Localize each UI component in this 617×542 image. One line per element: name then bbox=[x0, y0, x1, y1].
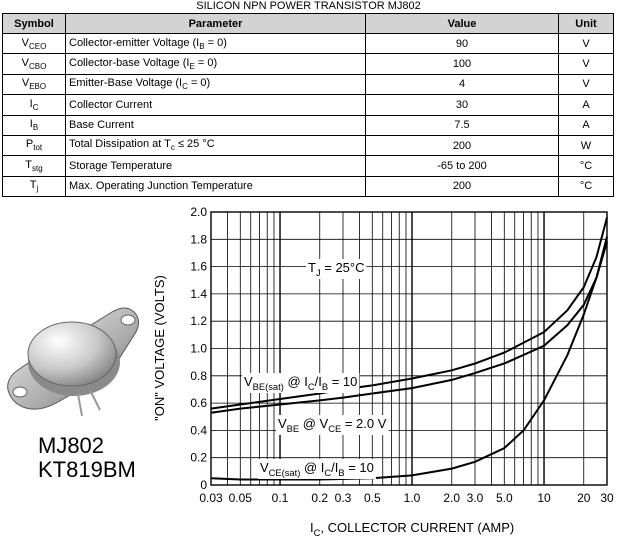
x-tick-label: 30 bbox=[600, 491, 614, 505]
table-row: IB Base Current 7.5 A bbox=[2, 114, 614, 136]
symbol-cell: Ptot bbox=[2, 134, 66, 157]
x-tick-label: 3.0 bbox=[467, 491, 484, 505]
series-line-vce_sat bbox=[210, 236, 608, 481]
table-row: Ptot Total Dissipation at Tc ≤ 25 °C 200 W bbox=[2, 134, 614, 157]
x-tick-label: 10 bbox=[537, 491, 551, 505]
x-tick-label: 20 bbox=[577, 491, 591, 505]
x-tick-label: 5.0 bbox=[496, 491, 513, 505]
parameter-cell: Collector-emitter Voltage (IB = 0) bbox=[65, 32, 366, 55]
x-axis-label: IC, COLLECTOR CURRENT (AMP) bbox=[310, 520, 514, 538]
annotation-vbe-bg bbox=[276, 415, 389, 435]
parameter-cell: Storage Temperature bbox=[65, 155, 366, 177]
unit-cell: A bbox=[558, 114, 614, 136]
header-parameter: Parameter bbox=[65, 13, 366, 34]
y-axis-label: "ON" VOLTAGE (VOLTS) bbox=[152, 275, 167, 421]
x-tick-label: 0.1 bbox=[272, 491, 289, 505]
on-voltage-chart: 0 0.2 0.4 0.6 0.8 1.0 1.2 1.4 1.6 1.8 2.0 0.03 0.05 0… bbox=[152, 205, 614, 538]
y-tick-label: 0.2 bbox=[190, 451, 207, 465]
x-tick-label: 0.2 bbox=[311, 491, 328, 505]
x-tick-label: 0.05 bbox=[229, 491, 253, 505]
symbol-cell: VCBO bbox=[2, 53, 66, 75]
x-tick-label: 0.3 bbox=[335, 491, 352, 505]
annotation-vbe-sat: VBE(sat) @ IC/IB = 10 bbox=[244, 374, 357, 392]
x-tick-label: 1.0 bbox=[404, 491, 421, 505]
annotation-vbe-sat-bg bbox=[242, 373, 360, 393]
unit-cell: °C bbox=[558, 155, 614, 177]
unit-cell: W bbox=[558, 134, 614, 157]
y-tick-label: 1.4 bbox=[190, 287, 207, 301]
value-cell: 4 bbox=[365, 73, 559, 96]
parameter-cell: Emitter-Base Voltage (IC = 0) bbox=[65, 73, 366, 96]
value-cell: -65 to 200 bbox=[365, 155, 559, 177]
header-value: Value bbox=[365, 13, 559, 34]
value-cell: 100 bbox=[365, 53, 559, 75]
symbol-cell: IB bbox=[2, 114, 66, 136]
y-tick-label: 1.0 bbox=[190, 342, 207, 356]
plot-frame bbox=[210, 211, 608, 486]
symbol-cell: VEBO bbox=[2, 73, 66, 96]
value-cell: 200 bbox=[365, 134, 559, 157]
x-tick-label: 2.0 bbox=[443, 491, 460, 505]
parameter-cell: Total Dissipation at Tc ≤ 25 °C bbox=[65, 134, 366, 157]
header-symbol: Symbol bbox=[2, 13, 66, 34]
y-tick-label: 0.6 bbox=[190, 396, 207, 410]
annotation-vce-sat-bg bbox=[258, 459, 376, 479]
value-cell: 30 bbox=[365, 94, 559, 116]
ratings-table: Symbol Parameter Value Unit VCEO Collecto… bbox=[2, 13, 614, 198]
symbol-cell: Tstg bbox=[2, 155, 66, 177]
annotation-tj: TJ = 25°C bbox=[308, 260, 365, 278]
y-tick-label: 0 bbox=[200, 478, 207, 492]
y-tick-label: 2.0 bbox=[190, 205, 207, 219]
table-row: Tj Max. Operating Junction Temperature 200… bbox=[2, 175, 614, 198]
parameter-cell: Collector Current bbox=[65, 94, 366, 116]
table-row: VCBO Collector-base Voltage (IE = 0) 100 V bbox=[2, 53, 614, 75]
annotation-tj-bg bbox=[306, 259, 367, 279]
unit-cell: A bbox=[558, 94, 614, 116]
transistor-photo bbox=[7, 307, 140, 417]
part-number-mj802: MJ802 bbox=[38, 433, 105, 458]
value-cell: 200 bbox=[365, 175, 559, 198]
document-title: SILICON NPN POWER TRANSISTOR MJ802 bbox=[196, 0, 421, 12]
header-unit: Unit bbox=[558, 13, 614, 34]
annotation-vce-sat: VCE(sat) @ IC/IB = 10 bbox=[260, 460, 374, 478]
unit-cell: V bbox=[558, 32, 614, 55]
x-tick-label: 0.03 bbox=[199, 491, 223, 505]
parameter-cell: Collector-base Voltage (IE = 0) bbox=[65, 53, 366, 75]
table-row: Tstg Storage Temperature -65 to 200 °C bbox=[2, 155, 614, 177]
table-body: VCEO Collector-emitter Voltage (IB = 0) 90… bbox=[2, 32, 614, 198]
unit-cell: V bbox=[558, 53, 614, 75]
parameter-cell: Max. Operating Junction Temperature bbox=[65, 175, 366, 198]
unit-cell: V bbox=[558, 73, 614, 96]
table-row: VEBO Emitter-Base Voltage (IC = 0) 4 V bbox=[2, 73, 614, 96]
table-header-row: Symbol Parameter Value Unit bbox=[2, 13, 614, 34]
unit-cell: °C bbox=[558, 175, 614, 198]
part-number-kt819bm: KT819BM bbox=[38, 457, 136, 482]
annotation-vbe: VBE @ VCE = 2.0 V bbox=[278, 416, 387, 434]
y-tick-label: 1.6 bbox=[190, 260, 207, 274]
value-cell: 90 bbox=[365, 32, 559, 55]
series-line-vbe bbox=[210, 241, 608, 414]
y-tick-label: 0.4 bbox=[190, 423, 207, 437]
table-row: IC Collector Current 30 A bbox=[2, 94, 614, 116]
table-row: VCEO Collector-emitter Voltage (IB = 0) 90… bbox=[2, 32, 614, 55]
series-line-vbe_sat bbox=[210, 217, 608, 410]
y-tick-label: 0.8 bbox=[190, 369, 207, 383]
value-cell: 7.5 bbox=[365, 114, 559, 136]
y-tick-label: 1.8 bbox=[190, 232, 207, 246]
symbol-cell: IC bbox=[2, 94, 66, 116]
y-tick-label: 1.2 bbox=[190, 314, 207, 328]
symbol-cell: Tj bbox=[2, 175, 66, 198]
x-tick-label: 0.5 bbox=[364, 491, 381, 505]
symbol-cell: VCEO bbox=[2, 32, 66, 55]
parameter-cell: Base Current bbox=[65, 114, 366, 136]
